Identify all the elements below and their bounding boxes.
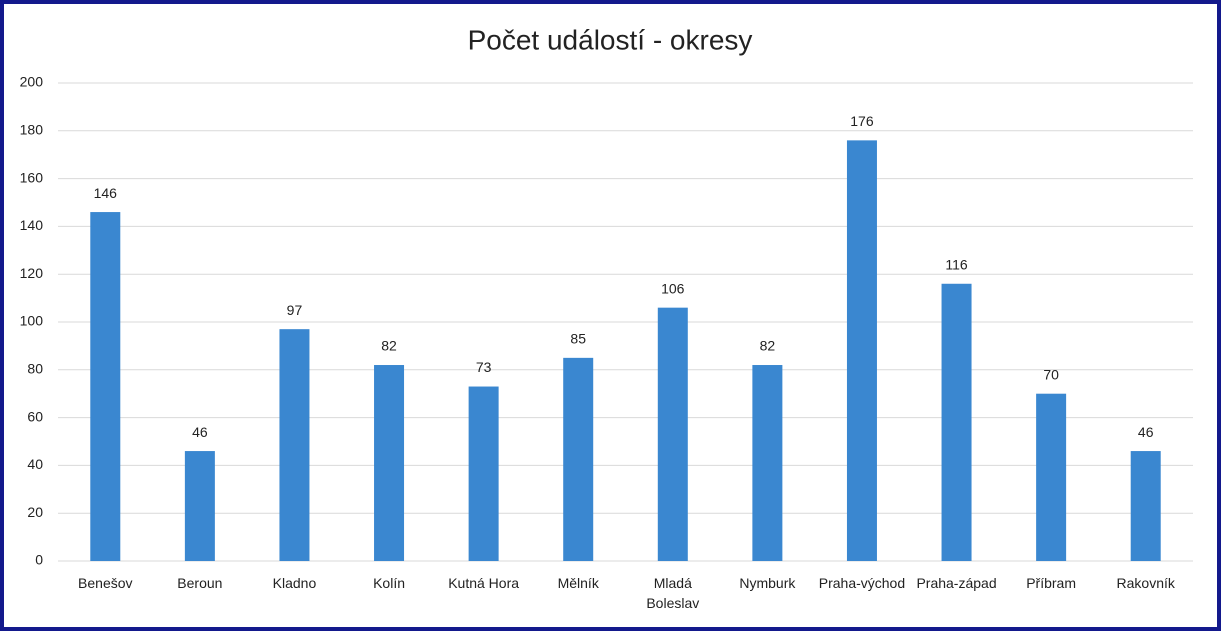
data-label: 46 [192,424,208,440]
data-label: 82 [381,338,397,354]
bar [90,212,121,561]
data-label: 85 [570,331,586,347]
bar [657,307,688,561]
bar [846,140,877,562]
data-label: 116 [945,256,968,272]
x-tick-label: Benešov [78,575,133,591]
x-tick-label: Kutná Hora [448,575,520,591]
y-tick-label: 160 [20,169,44,185]
bar [184,451,215,561]
bar [1130,451,1161,561]
x-tick-label: Příbram [1026,575,1077,591]
data-label: 176 [850,113,874,129]
x-tick-label: Rakovník [1116,575,1175,591]
data-label: 97 [287,302,303,318]
x-tick-label: Mělník [557,575,599,591]
y-tick-label: 60 [27,408,43,424]
x-tick-label: Kladno [272,575,317,591]
data-label: 106 [661,280,685,296]
y-tick-label: 40 [27,456,43,472]
data-label: 70 [1043,366,1059,382]
data-label: 146 [94,185,118,201]
y-tick-label: 180 [20,122,44,138]
bar [563,357,594,561]
x-tick-label: Nymburk [739,575,796,591]
bar [752,365,783,561]
y-tick-label: 20 [27,504,43,520]
bar [941,283,972,561]
bar [1036,393,1067,561]
chart-title: Počet událostí - okresy [468,24,753,55]
bar [279,329,310,561]
x-tick-label: Beroun [177,575,223,591]
x-tick-label: Kolín [373,575,405,591]
y-tick-label: 120 [20,265,44,281]
y-tick-label: 80 [27,361,43,377]
y-tick-label: 200 [20,74,44,90]
y-tick-label: 140 [20,217,44,233]
x-tick-label: Praha-východ [818,575,906,591]
y-tick-label: 0 [35,552,43,568]
x-tick-label: Praha-západ [916,575,997,591]
data-label: 82 [760,338,776,354]
x-tick-label: Mladá Boleslav [646,575,700,611]
bar [468,386,499,561]
y-tick-label: 100 [20,313,44,329]
data-label: 46 [1138,424,1154,440]
bar [374,365,405,561]
data-label: 73 [476,359,492,375]
